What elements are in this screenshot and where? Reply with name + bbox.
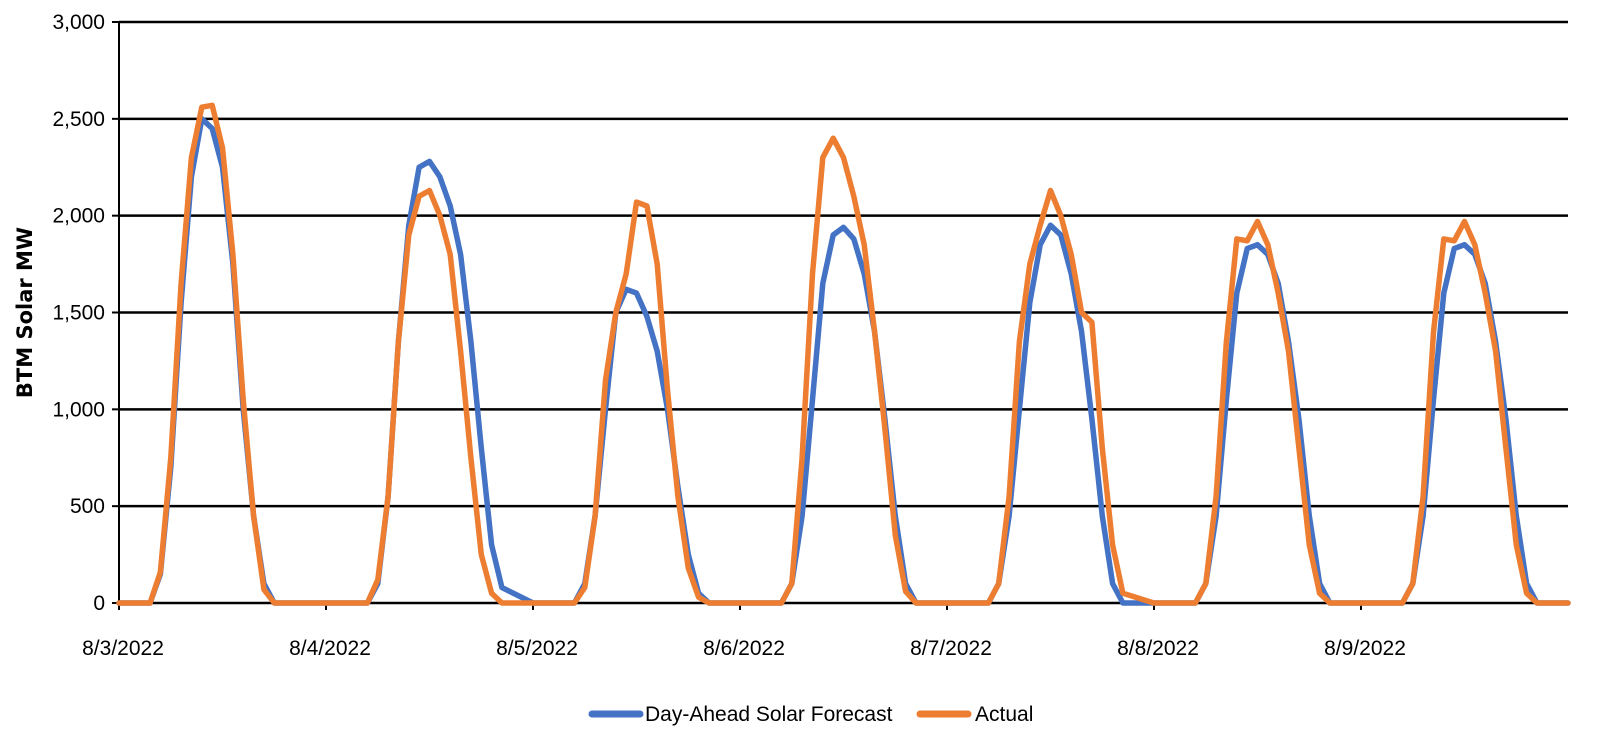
x-tick-label: 8/8/2022 [1117,637,1199,660]
y-tick-label: 1,000 [52,398,105,421]
legend-label: Day-Ahead Solar Forecast [645,703,893,726]
y-tick-label: 3,000 [52,11,105,34]
x-tick-label: 8/5/2022 [496,637,578,660]
y-tick-label: 500 [70,495,105,518]
gridlines [112,20,1568,605]
x-tick-label: 8/4/2022 [289,637,371,660]
series-lines [116,102,1571,606]
series-line-1 [116,102,1571,606]
series-line-0 [116,116,1571,606]
y-tick-label: 0 [93,592,105,615]
y-tick-label: 2,000 [52,205,105,228]
x-tick-label: 8/9/2022 [1324,637,1406,660]
x-tick-label: 8/7/2022 [910,637,992,660]
x-tick-label: 8/3/2022 [82,637,164,660]
x-tick-label: 8/6/2022 [703,637,785,660]
legend: Day-Ahead Solar Forecast Actual [588,703,1033,726]
y-tick-label: 1,500 [52,302,105,325]
y-tick-label: 2,500 [52,108,105,131]
y-tick-labels: 0 500 1,000 1,500 2,000 2,500 3,000 [52,11,105,615]
x-tick-labels: 8/3/2022 8/4/2022 8/5/2022 8/6/2022 8/7/2022… [82,603,1406,660]
y-axis-title: BTM Solar MW [13,227,37,398]
legend-label: Actual [975,703,1033,726]
